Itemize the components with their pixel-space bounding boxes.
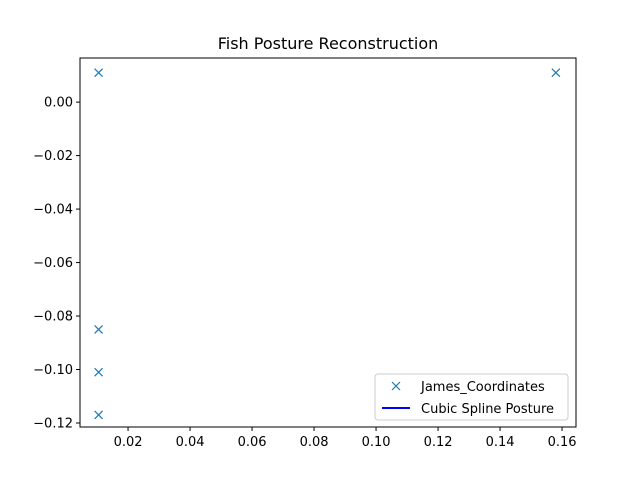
x-tick-label: 0.10 — [362, 435, 391, 450]
x-tick-label: 0.16 — [548, 435, 577, 450]
y-tick-label: −0.10 — [33, 363, 73, 378]
data-point — [551, 68, 561, 78]
y-tick-label: −0.08 — [33, 310, 73, 325]
data-point — [94, 367, 104, 377]
plot-marks — [94, 68, 561, 420]
data-point — [94, 410, 104, 420]
y-tick-label: −0.12 — [33, 416, 73, 431]
legend-marker-x — [391, 381, 401, 391]
legend-label: Cubic Spline Posture — [421, 402, 554, 417]
data-point — [94, 68, 104, 78]
data-point — [94, 324, 104, 334]
y-tick-label: −0.02 — [33, 149, 73, 164]
y-axis-ticks: 0.00 −0.02 −0.04 −0.06 −0.08 −0.10 −0.12 — [33, 96, 80, 431]
plot-frame — [79, 57, 577, 428]
legend-box — [374, 373, 569, 421]
x-tick-label: 0.12 — [424, 435, 453, 450]
chart-title: Fish Posture Reconstruction — [218, 34, 439, 53]
y-tick-label: −0.04 — [33, 203, 73, 218]
legend: James_Coordinates Cubic Spline Posture — [374, 373, 569, 421]
x-tick-label: 0.02 — [114, 435, 143, 450]
x-tick-label: 0.06 — [238, 435, 267, 450]
x-axis-ticks: 0.02 0.04 0.06 0.08 0.10 0.12 0.14 0.16 — [114, 427, 577, 450]
y-tick-label: −0.06 — [33, 256, 73, 271]
x-tick-label: 0.08 — [300, 435, 329, 450]
x-tick-label: 0.14 — [486, 435, 515, 450]
x-tick-label: 0.04 — [176, 435, 205, 450]
legend-label: James_Coordinates — [420, 380, 545, 395]
y-tick-label: 0.00 — [44, 96, 73, 111]
